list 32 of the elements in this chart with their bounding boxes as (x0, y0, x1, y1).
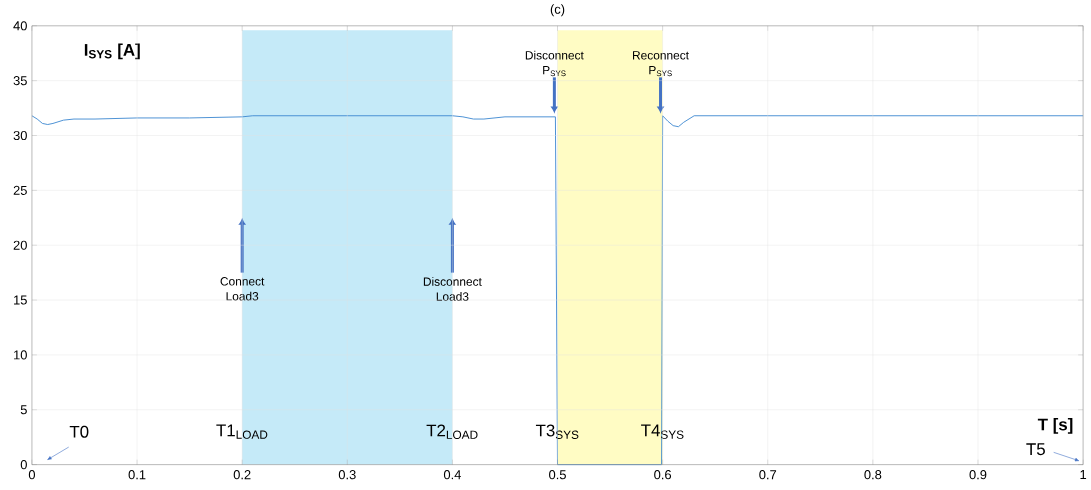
annotation: T2$_{LOAD}$ (426, 424, 478, 440)
annotation: Disconnect Load3 (423, 277, 482, 301)
y-tick-label: 10 (14, 350, 27, 360)
annotation: T1$_{LOAD}$ (216, 424, 268, 440)
x-tick-label: 0.1 (128, 470, 146, 480)
annotation: Disconnect P$_{SYS}$ (525, 50, 584, 77)
annotation: T5 (1026, 443, 1045, 456)
annotation: T0 (69, 425, 89, 438)
annotation: Connect Load3 (220, 277, 265, 301)
x-tick-label: 0.8 (864, 470, 882, 480)
y-tick-label: 15 (14, 295, 27, 305)
y-tick-label: 0 (20, 460, 27, 470)
x-tick-label: 0.4 (443, 470, 461, 480)
y-tick-label: 25 (13, 186, 27, 196)
y-tick-label: 35 (13, 76, 27, 86)
y-tick-label: 40 (13, 21, 27, 31)
x-tick-label: 0.9 (969, 470, 987, 480)
y-tick-label: 5 (20, 405, 27, 415)
x-tick-label: 0.7 (759, 470, 777, 480)
x-tick-label: 1 (1080, 470, 1087, 480)
x-axis-title: T [s] (1037, 418, 1073, 434)
x-tick-label: 0.5 (549, 470, 566, 480)
x-tick-label: 0.2 (233, 470, 251, 480)
y-tick-label: 30 (13, 131, 27, 141)
annotation: Reconnect P$_{SYS}$ (633, 51, 689, 77)
chart-title: (c) (550, 4, 565, 17)
x-tick-label: 0.3 (338, 470, 356, 480)
y-axis-title: I$_{SYS}$ [A] (84, 43, 140, 60)
annotation: T3$_{SYS}$ (535, 424, 579, 440)
x-tick-label: 0.6 (654, 470, 672, 480)
x-tick-label: 0 (28, 470, 36, 480)
y-tick-label: 20 (13, 240, 27, 250)
